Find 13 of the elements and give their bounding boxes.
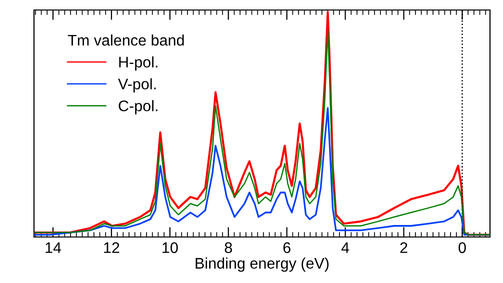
legend-title: Tm valence band: [68, 34, 184, 46]
x-tick-label: 14: [46, 242, 62, 253]
legend-label: H-pol.: [119, 56, 158, 71]
x-axis-title: Binding energy (eV): [196, 257, 329, 272]
x-tick-label: 10: [162, 242, 178, 254]
x-tick-label: 0: [458, 242, 466, 254]
x-tick-label: 4: [341, 242, 350, 253]
x-tick-label: 6: [283, 242, 290, 254]
legend-label: C-pol.: [118, 100, 158, 114]
x-tick-label: 12: [104, 242, 120, 253]
legend-label: V-pol.: [118, 78, 156, 92]
x-tick-label: 2: [400, 242, 408, 253]
x-tick-label: 8: [224, 242, 232, 254]
